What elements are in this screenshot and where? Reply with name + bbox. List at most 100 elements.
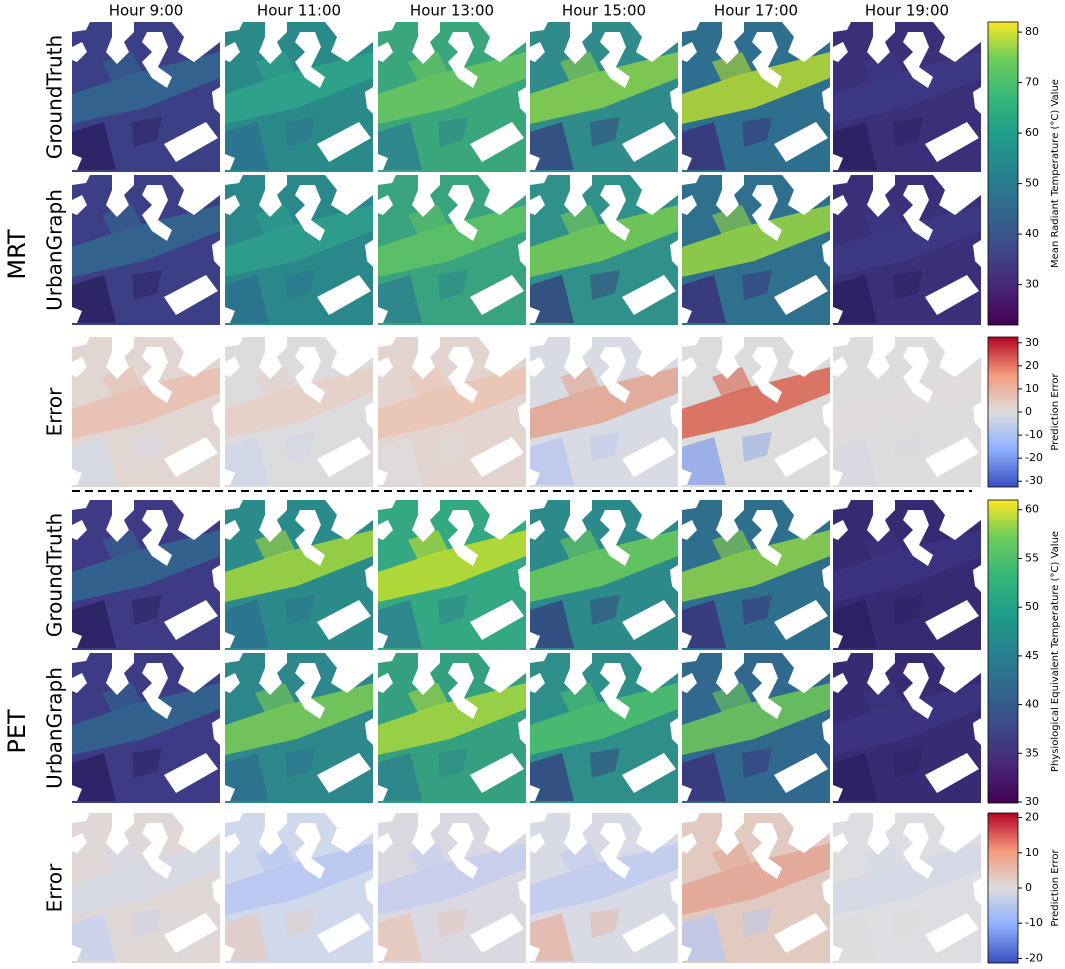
panel-region — [255, 530, 295, 560]
panel-region — [590, 432, 620, 462]
heatmap-panel — [682, 337, 830, 487]
panel-region — [530, 367, 678, 439]
heatmap-panel — [682, 653, 830, 803]
panel-region — [530, 437, 574, 485]
panel-region — [378, 367, 526, 439]
colorbar-label: Mean Radiant Temperature (°C) Value — [1050, 79, 1061, 268]
colorbar — [987, 21, 1019, 326]
panel-region — [682, 205, 830, 277]
column-label: Hour 13:00 — [410, 2, 494, 20]
colorbar-tick-label: 30 — [1025, 336, 1039, 349]
panel-region — [530, 683, 678, 755]
panel-region — [72, 530, 220, 602]
panel-region — [833, 530, 981, 602]
colorbar-tick-label: 50 — [1025, 600, 1039, 613]
panel-region — [255, 205, 295, 235]
panel-region — [285, 117, 315, 147]
colorbar-tick-label: 40 — [1025, 698, 1039, 711]
row-label: Error — [43, 863, 67, 913]
colorbar-tick-label: 70 — [1025, 76, 1039, 89]
panel-region — [72, 913, 116, 961]
panel-region — [285, 270, 315, 300]
panel-region — [102, 530, 142, 560]
panel-region — [530, 600, 574, 648]
panel-region — [285, 908, 315, 938]
heatmap-panel — [72, 337, 220, 487]
panel-region — [72, 600, 116, 648]
colorbar-tick-label: 30 — [1025, 795, 1039, 808]
panel-region — [225, 205, 373, 277]
panel-region — [742, 908, 772, 938]
row-label: UrbanGraph — [43, 189, 67, 311]
panel-region — [378, 275, 422, 323]
panel-region — [530, 753, 574, 801]
colorbar-tick-label: 55 — [1025, 551, 1039, 564]
panel-region — [590, 908, 620, 938]
panel-region — [408, 530, 448, 560]
panel-region — [560, 52, 600, 82]
colorbar-tick-label: -20 — [1025, 451, 1043, 464]
panel-region — [225, 530, 373, 602]
panel-region — [378, 843, 526, 915]
panel-region — [285, 432, 315, 462]
panel-region — [893, 908, 923, 938]
panel-region — [530, 205, 678, 277]
panel-region — [682, 600, 726, 648]
panel-region — [863, 683, 903, 713]
panel-region — [560, 843, 600, 873]
panel-region — [530, 122, 574, 170]
colorbar — [987, 812, 1019, 964]
colorbar-tick-label: -30 — [1025, 474, 1043, 487]
panel-region — [560, 530, 600, 560]
column-label: Hour 15:00 — [562, 2, 646, 20]
panel-region — [833, 753, 877, 801]
panel-region — [590, 117, 620, 147]
panel-region — [863, 52, 903, 82]
panel-region — [255, 52, 295, 82]
panel-region — [742, 595, 772, 625]
panel-region — [893, 432, 923, 462]
heatmap-panel — [378, 500, 526, 650]
panel-region — [590, 270, 620, 300]
panel-region — [560, 683, 600, 713]
colorbar-label: Prediction Error — [1050, 372, 1061, 450]
heatmap-panel — [225, 22, 373, 172]
heatmap-panel — [378, 175, 526, 325]
panel-region — [682, 122, 726, 170]
panel-region — [255, 683, 295, 713]
heatmap-panel — [225, 337, 373, 487]
panel-region — [72, 753, 116, 801]
panel-region — [225, 437, 269, 485]
heatmap-panel — [530, 22, 678, 172]
panel-region — [712, 205, 752, 235]
panel-region — [225, 52, 373, 124]
panel-region — [893, 595, 923, 625]
panel-region — [285, 748, 315, 778]
column-label: Hour 17:00 — [714, 2, 798, 20]
group-label: MRT — [3, 229, 31, 280]
row-label: UrbanGraph — [43, 667, 67, 789]
colorbar-tick-label: 0 — [1025, 405, 1032, 418]
panel-region — [378, 753, 422, 801]
panel-region — [833, 205, 981, 277]
panel-region — [712, 530, 752, 560]
heatmap-panel — [682, 813, 830, 963]
panel-region — [712, 843, 752, 873]
heatmap-panel — [225, 175, 373, 325]
panel-region — [102, 843, 142, 873]
panel-region — [893, 270, 923, 300]
panel-region — [225, 683, 373, 755]
heatmap-panel — [530, 175, 678, 325]
heatmap-panel — [833, 500, 981, 650]
panel-region — [893, 117, 923, 147]
panel-region — [863, 530, 903, 560]
panel-region — [742, 270, 772, 300]
panel-region — [682, 275, 726, 323]
panel-region — [833, 683, 981, 755]
panel-region — [682, 52, 830, 124]
heatmap-panel — [378, 653, 526, 803]
panel-region — [408, 52, 448, 82]
heatmap-panel — [72, 500, 220, 650]
colorbar-tick-label: 60 — [1025, 503, 1039, 516]
